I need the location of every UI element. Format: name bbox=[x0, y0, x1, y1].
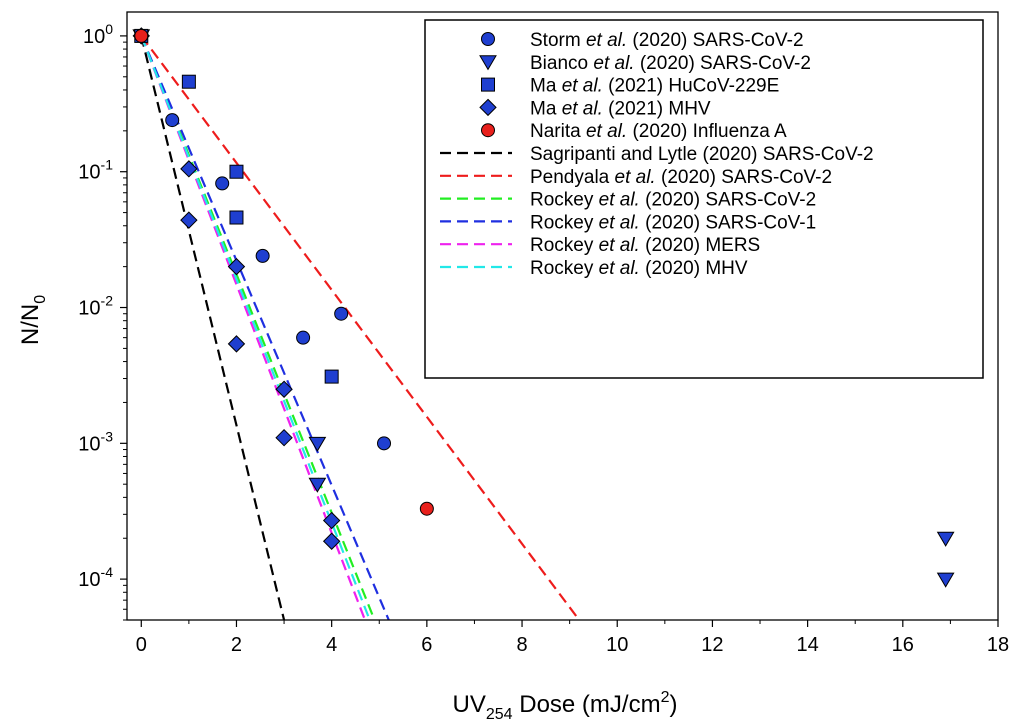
plot-frame bbox=[126, 11, 999, 621]
x-tick-label-18: 18 bbox=[987, 634, 1009, 656]
legend-label-3: Ma et al. (2021) MHV bbox=[530, 98, 711, 119]
fit-line-0 bbox=[140, 35, 286, 621]
legend-line-label-5: Rockey et al. (2020) MHV bbox=[530, 258, 748, 279]
data-point-s0-1 bbox=[165, 113, 180, 128]
fit-line-1 bbox=[140, 35, 581, 621]
data-point-s3-1 bbox=[180, 160, 198, 178]
y-axis-title: N/N0 bbox=[17, 295, 49, 345]
legend-label-1: Bianco et al. (2020) SARS-CoV-2 bbox=[530, 53, 811, 74]
y-tick-label-1: 10-1 bbox=[78, 157, 113, 184]
legend-line-label-1: Pendyala et al. (2020) SARS-CoV-2 bbox=[530, 167, 832, 188]
data-point-s2-4 bbox=[324, 369, 339, 384]
data-point-s4-1 bbox=[419, 501, 434, 516]
legend-line-label-3: Rockey et al. (2020) SARS-CoV-1 bbox=[530, 212, 816, 233]
y-tick-label-3: 10-3 bbox=[78, 428, 113, 455]
data-point-s3-4 bbox=[227, 335, 246, 353]
y-tick-label-2: 10-2 bbox=[78, 293, 113, 320]
legend-label-4: Narita et al. (2020) Influenza A bbox=[530, 121, 787, 142]
x-tick-label-4: 4 bbox=[326, 634, 337, 656]
data-point-s1-4 bbox=[936, 572, 955, 588]
legend-line-label-0: Sagripanti and Lytle (2020) SARS-CoV-2 bbox=[530, 144, 874, 165]
legend-label-0: Storm et al. (2020) SARS-CoV-2 bbox=[530, 30, 804, 51]
legend-marker-3 bbox=[479, 98, 497, 117]
legend-marker-0 bbox=[481, 32, 495, 46]
data-point-s4-0 bbox=[134, 28, 149, 43]
y-tick-label-0: 100 bbox=[83, 21, 113, 48]
x-tick-label-16: 16 bbox=[892, 634, 914, 656]
data-point-s1-1 bbox=[308, 436, 327, 452]
x-tick-label-0: 0 bbox=[136, 634, 147, 656]
x-tick-label-2: 2 bbox=[231, 634, 242, 656]
x-axis-title: UV254 Dose (mJ/cm2) bbox=[453, 689, 678, 723]
fit-line-3 bbox=[140, 35, 390, 621]
data-point-s3-8 bbox=[322, 532, 341, 550]
data-point-s2-3 bbox=[229, 210, 244, 225]
legend-marker-2 bbox=[481, 77, 495, 92]
x-tick-label-12: 12 bbox=[701, 634, 723, 656]
x-tick-label-14: 14 bbox=[796, 634, 818, 656]
data-point-s3-3 bbox=[227, 257, 246, 276]
data-point-s3-7 bbox=[322, 511, 341, 530]
x-tick-label-8: 8 bbox=[516, 634, 527, 656]
data-point-s0-4 bbox=[296, 330, 311, 345]
data-point-s2-2 bbox=[229, 164, 244, 179]
x-tick-label-6: 6 bbox=[421, 634, 432, 656]
y-tick-label-4: 10-4 bbox=[78, 564, 113, 591]
data-point-s2-1 bbox=[181, 74, 196, 89]
data-point-s0-6 bbox=[377, 436, 392, 451]
data-point-s3-6 bbox=[275, 428, 293, 447]
x-tick-label-10: 10 bbox=[606, 634, 628, 656]
legend-box bbox=[424, 19, 984, 379]
legend-marker-4 bbox=[481, 123, 495, 138]
legend-line-label-4: Rockey et al. (2020) MERS bbox=[530, 235, 760, 256]
data-point-s1-3 bbox=[936, 531, 955, 547]
data-point-s1-2 bbox=[308, 477, 327, 493]
data-point-s0-2 bbox=[215, 176, 230, 191]
plot-area bbox=[132, 27, 955, 621]
data-point-s0-3 bbox=[255, 248, 270, 263]
data-point-s0-5 bbox=[334, 306, 349, 321]
axes: 0 2 4 6 8 10 12 14 16 18 100 10-1 10-2 10-3 10-4 bbox=[78, 11, 1009, 656]
data-point-s3-2 bbox=[180, 211, 198, 229]
legend-label-2: Ma et al. (2021) HuCoV-229E bbox=[530, 76, 779, 97]
data-point-s3-5 bbox=[275, 380, 293, 398]
fit-line-5 bbox=[140, 35, 371, 621]
legend-marker-1 bbox=[479, 55, 497, 71]
legend-line-label-2: Rockey et al. (2020) SARS-CoV-2 bbox=[530, 190, 816, 211]
